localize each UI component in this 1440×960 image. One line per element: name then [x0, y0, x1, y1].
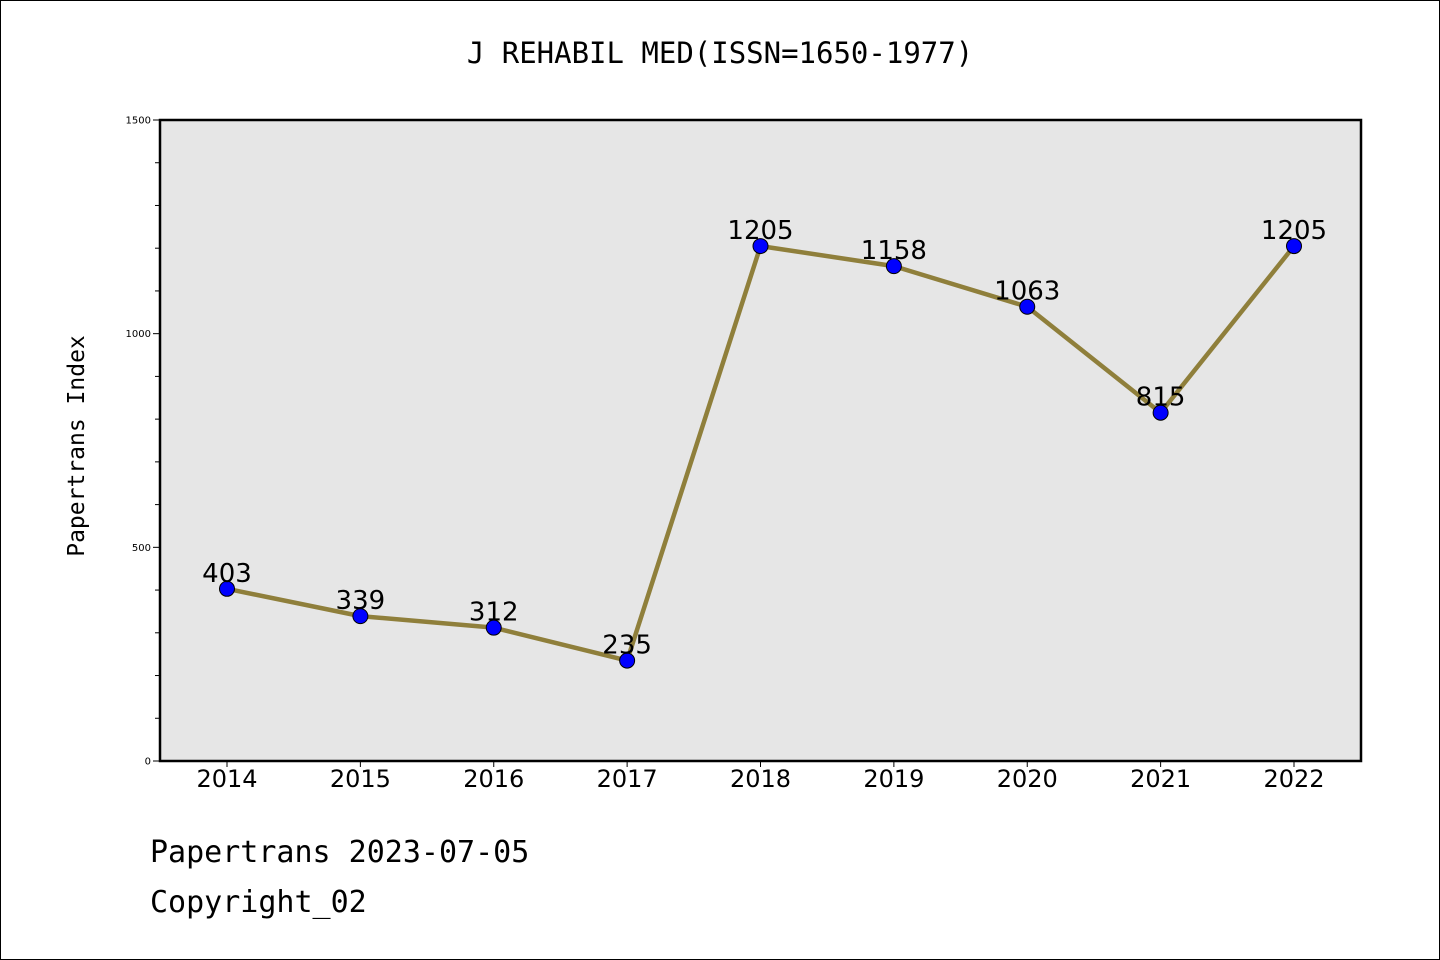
data-point	[1286, 238, 1302, 255]
data-point	[752, 238, 769, 255]
data-label: 339	[336, 586, 386, 616]
x-tick-label: 2019	[863, 765, 924, 793]
data-label: 312	[469, 598, 519, 628]
x-tick-label: 2020	[997, 765, 1058, 793]
plot-area	[158, 118, 1363, 763]
footer-date: Papertrans 2023-07-05	[150, 835, 530, 870]
data-point	[485, 619, 502, 636]
x-tick-label: 2022	[1263, 765, 1324, 793]
data-point	[885, 258, 902, 275]
footer-copyright: Copyright_02	[150, 885, 367, 920]
x-tick-label: 2016	[463, 765, 524, 793]
data-label: 815	[1136, 383, 1186, 413]
x-tick-label: 2017	[597, 765, 658, 793]
data-point	[619, 652, 636, 669]
data-label: 1205	[727, 216, 793, 246]
x-tick-label: 2015	[330, 765, 391, 793]
y-tick-label: 0	[145, 757, 151, 768]
x-tick-label: 2021	[1130, 765, 1191, 793]
data-point	[219, 580, 235, 597]
y-axis-label: Papertrans Index	[64, 335, 90, 557]
data-label: 1205	[1261, 216, 1327, 246]
data-label: 1158	[861, 236, 927, 266]
data-label: 235	[602, 631, 652, 661]
x-tick-label: 2018	[730, 765, 791, 793]
data-label: 403	[202, 559, 252, 589]
y-tick-label: 500	[132, 543, 151, 554]
data-label: 1063	[994, 277, 1060, 307]
y-tick-label: 1500	[126, 116, 151, 127]
data-point	[352, 608, 369, 625]
x-tick-label: 2014	[196, 765, 257, 793]
data-point	[1019, 298, 1036, 315]
data-point	[1152, 404, 1169, 421]
chart-title: J REHABIL MED(ISSN=1650-1977)	[466, 36, 974, 70]
y-tick-label: 1000	[126, 329, 151, 340]
